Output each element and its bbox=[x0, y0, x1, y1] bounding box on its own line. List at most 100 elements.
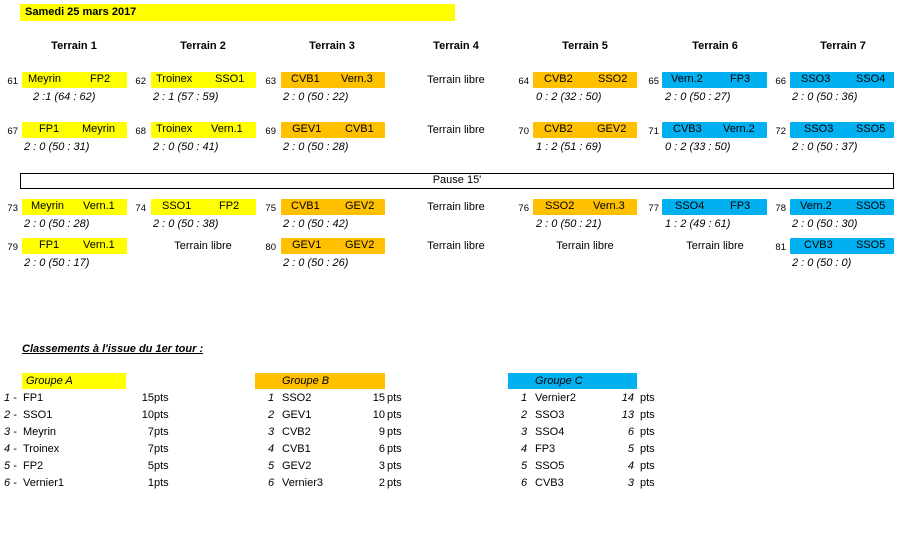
terrain-5-header: Terrain 5 bbox=[562, 40, 608, 52]
match-number: 65 bbox=[648, 76, 659, 87]
match-score: 2 : 0 (50 : 42) bbox=[283, 218, 349, 230]
terrain-libre: Terrain libre bbox=[427, 240, 485, 252]
group-b-title: Groupe B bbox=[282, 375, 330, 387]
match-number: 79 bbox=[7, 242, 18, 253]
rank: 6 bbox=[268, 477, 275, 489]
home-team: Meyrin bbox=[28, 73, 62, 85]
match-score: 2 : 0 (50 : 37) bbox=[792, 141, 858, 153]
match-number: 63 bbox=[265, 76, 276, 87]
terrain-1-header: Terrain 1 bbox=[51, 40, 97, 52]
match-score: 1 : 2 (51 : 69) bbox=[536, 141, 602, 153]
team-name: SSO1 bbox=[23, 409, 53, 421]
points-unit: pts bbox=[640, 426, 655, 438]
points: 7 bbox=[147, 426, 154, 438]
team-name: SSO2 bbox=[282, 392, 312, 404]
points-unit: pts bbox=[154, 409, 169, 421]
points: 13 bbox=[621, 409, 634, 421]
points-unit: pts bbox=[387, 477, 402, 489]
match-66: SSO3 SSO4 bbox=[790, 72, 894, 88]
away-team: SSO5 bbox=[856, 200, 886, 212]
home-team: FP1 bbox=[39, 239, 60, 251]
points: 5 bbox=[147, 460, 154, 472]
away-team: Vern.3 bbox=[593, 200, 625, 212]
team-name: Troinex bbox=[23, 443, 60, 455]
match-number: 62 bbox=[135, 76, 146, 87]
match-63: CVB1 Vern.3 bbox=[281, 72, 385, 88]
match-score: 2 : 0 (50 : 17) bbox=[24, 257, 90, 269]
match-75: CVB1 GEV2 bbox=[281, 199, 385, 215]
match-score: 2 : 0 (50 : 36) bbox=[792, 91, 858, 103]
match-number: 74 bbox=[135, 203, 146, 214]
away-team: SSO5 bbox=[856, 239, 886, 251]
match-number: 71 bbox=[648, 126, 659, 137]
away-team: FP2 bbox=[90, 73, 111, 85]
rank: 6 bbox=[521, 477, 528, 489]
group-a-banner bbox=[22, 373, 126, 389]
match-score: 0 : 2 (32 : 50) bbox=[536, 91, 602, 103]
match-score: 1 : 2 (49 : 61) bbox=[665, 218, 731, 230]
match-score: 2 : 0 (50 : 0) bbox=[792, 257, 852, 269]
points: 4 bbox=[627, 460, 634, 472]
match-score: 2 :1 (64 : 62) bbox=[33, 91, 96, 103]
date-banner bbox=[20, 4, 455, 21]
match-71: CVB3 Vern.2 bbox=[662, 122, 767, 138]
terrain-4-header: Terrain 4 bbox=[433, 40, 479, 52]
match-64: CVB2 SSO2 bbox=[533, 72, 637, 88]
points: 2 bbox=[378, 477, 385, 489]
away-team: SSO4 bbox=[856, 73, 886, 85]
points: 15 bbox=[372, 392, 385, 404]
match-score: 2 : 0 (50 : 31) bbox=[24, 141, 90, 153]
match-score: 2 : 0 (50 : 21) bbox=[536, 218, 602, 230]
points-unit: pts bbox=[387, 392, 402, 404]
match-number: 64 bbox=[518, 76, 529, 87]
rank: 4 bbox=[268, 443, 275, 455]
away-team: Vern.1 bbox=[211, 123, 243, 135]
match-81: CVB3 SSO5 bbox=[790, 238, 894, 254]
home-team: Vern.2 bbox=[800, 200, 832, 212]
away-team: FP3 bbox=[730, 73, 751, 85]
points-unit: pts bbox=[154, 443, 169, 455]
match-77: SSO4 FP3 bbox=[662, 199, 767, 215]
away-team: Meyrin bbox=[82, 123, 116, 135]
match-76: SSO2 Vern.3 bbox=[533, 199, 637, 215]
home-team: FP1 bbox=[39, 123, 60, 135]
team-name: Meyrin bbox=[23, 426, 57, 438]
match-70: CVB2 GEV2 bbox=[533, 122, 637, 138]
rank: 4 - bbox=[4, 443, 17, 455]
rank: 1 bbox=[521, 392, 528, 404]
team-name: CVB3 bbox=[535, 477, 564, 489]
away-team: FP2 bbox=[219, 200, 240, 212]
points-unit: pts bbox=[154, 460, 169, 472]
team-name: SSO5 bbox=[535, 460, 565, 472]
terrain-libre: Terrain libre bbox=[174, 240, 232, 252]
match-score: 2 : 0 (50 : 38) bbox=[153, 218, 219, 230]
away-team: FP3 bbox=[730, 200, 751, 212]
match-number: 80 bbox=[265, 242, 276, 253]
points: 9 bbox=[378, 426, 385, 438]
group-c-title: Groupe C bbox=[535, 375, 583, 387]
match-67: FP1 Meyrin bbox=[22, 122, 127, 138]
points-unit: pts bbox=[640, 392, 655, 404]
match-score: 2 : 1 (57 : 59) bbox=[153, 91, 219, 103]
points-unit: pts bbox=[387, 426, 402, 438]
points-unit: pts bbox=[640, 460, 655, 472]
away-team: Vern.1 bbox=[83, 239, 115, 251]
match-score: 2 : 0 (50 : 22) bbox=[283, 91, 349, 103]
away-team: SSO2 bbox=[598, 73, 628, 85]
points: 1 bbox=[147, 477, 154, 489]
home-team: CVB3 bbox=[673, 123, 702, 135]
match-number: 77 bbox=[648, 203, 659, 214]
terrain-libre: Terrain libre bbox=[556, 240, 614, 252]
terrain-7-header: Terrain 7 bbox=[820, 40, 866, 52]
match-78: Vern.2 SSO5 bbox=[790, 199, 894, 215]
away-team: CVB1 bbox=[345, 123, 374, 135]
home-team: CVB1 bbox=[291, 200, 320, 212]
match-79: FP1 Vern.1 bbox=[22, 238, 127, 254]
away-team: GEV2 bbox=[597, 123, 627, 135]
pause-banner bbox=[20, 173, 894, 189]
terrain-2-header: Terrain 2 bbox=[180, 40, 226, 52]
team-name: SSO3 bbox=[535, 409, 565, 421]
group-b-banner bbox=[255, 373, 385, 389]
away-team: Vern.3 bbox=[341, 73, 373, 85]
team-name: FP2 bbox=[23, 460, 44, 472]
